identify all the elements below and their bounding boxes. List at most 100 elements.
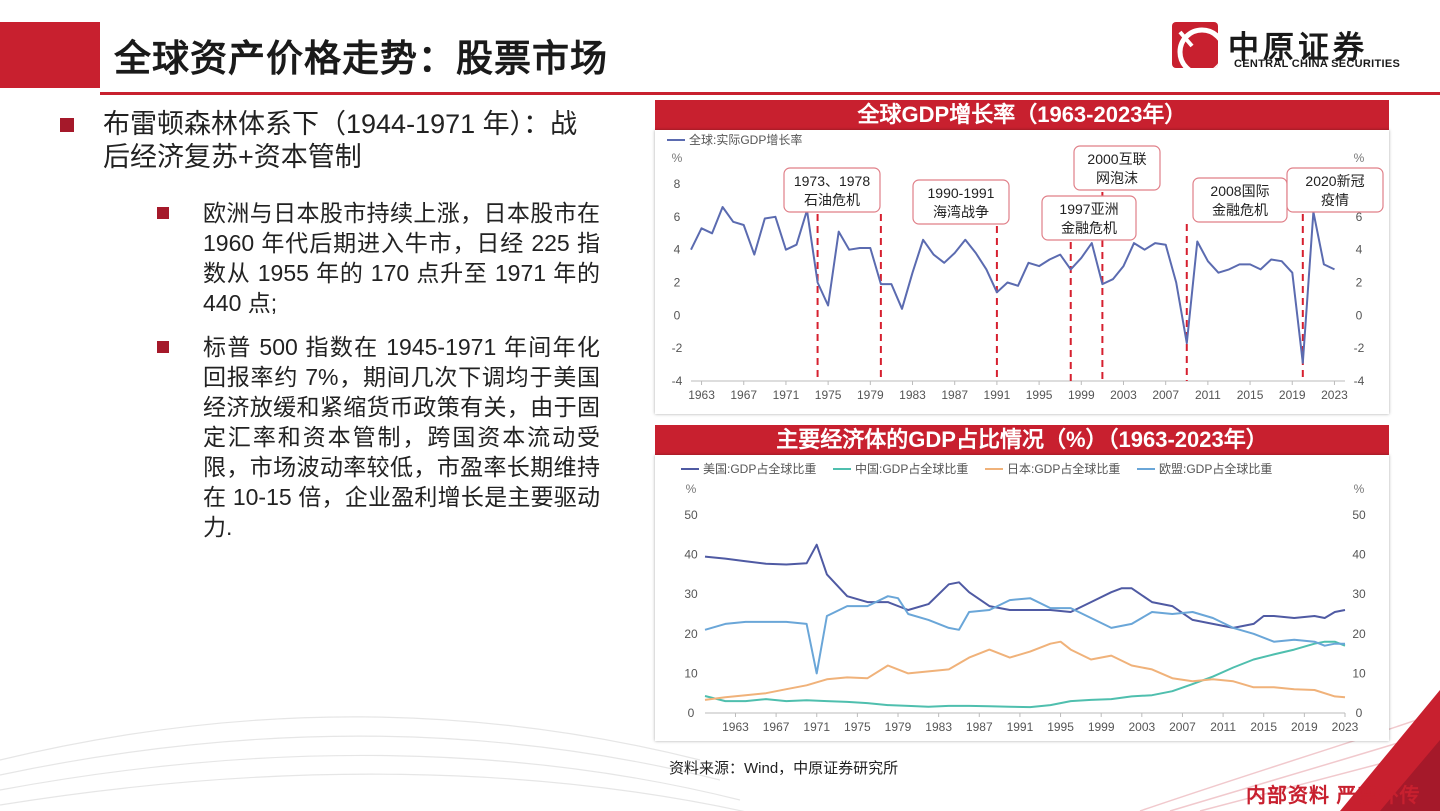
xtick-label: 2011 [1195,388,1221,402]
legend-label-2: 日本:GDP占全球比重 [1007,461,1120,476]
annotation-text: 2008国际 [1210,183,1269,199]
series-line-0 [704,543,1346,629]
ytick-left-label: 6 [674,210,681,224]
chart2-svg: 美国:GDP占全球比重 中国:GDP占全球比重 日本:GDP占全球比重 欧盟:GDP占… [681,461,1366,734]
xtick-label: 1995 [1026,388,1053,402]
bullet-square-icon [157,341,169,353]
xtick-label: 1999 [1068,388,1095,402]
bullet-main-text: 布雷顿森林体系下（1944-1971 年）：战后经济复苏+资本管制 [103,109,578,172]
ytick-left-label: 4 [674,243,681,257]
xtick-label: 1983 [925,720,952,734]
ytick-left-label: 0 [674,308,681,322]
ytick-right-label: 0 [1356,308,1363,322]
annotation-box: 1990-1991 海湾战争 [912,179,1010,225]
bullet-sub-1: 欧洲与日本股市持续上涨，日本股市在 1960 年代后期进入牛市，日经 225 指… [157,198,600,318]
xtick-label: 2019 [1279,388,1306,402]
annotation-text: 2020新冠 [1305,173,1364,189]
logo-english-name: CENTRAL CHINA SECURITIES [1234,58,1401,70]
footer-confidential: 内部资料 严禁外传 [1246,785,1421,807]
annotation-frame [1073,145,1161,191]
xtick-label: 1967 [763,720,790,734]
ytick-right-label: 4 [1356,243,1363,257]
annotation-box: 1973、1978 石油危机 [783,167,881,213]
xtick-label: 2015 [1250,720,1277,734]
ytick-left-label: 30 [684,587,698,601]
xtick-label: 1963 [722,720,749,734]
unit-left: % [686,482,697,496]
ytick-right-label: 2 [1356,276,1363,290]
chart1-svg: 全球:实际GDP增长率%%8866442200-2-2-4-4196319671… [667,132,1384,402]
legend-label-3: 欧盟:GDP占全球比重 [1159,461,1272,476]
annotation-text: 疫情 [1321,192,1349,208]
ytick-right-label: 20 [1352,627,1366,641]
ytick-right-label: -2 [1354,341,1365,355]
xtick-label: 2003 [1128,720,1155,734]
chart1-panel: 全球:实际GDP增长率%%8866442200-2-2-4-4196319671… [655,130,1389,414]
xtick-label: 1975 [844,720,871,734]
ytick-right-label: 6 [1356,210,1363,224]
unit-right: % [1354,482,1365,496]
unit-right: % [1354,151,1365,165]
ytick-left-label: 8 [674,177,681,191]
legend-label-1: 中国:GDP占全球比重 [855,461,968,476]
ytick-left-label: -4 [672,374,683,388]
annotation-text: 1990-1991 [928,185,995,201]
annotation-frame [1041,195,1137,241]
series-line-1 [704,640,1346,709]
ytick-right-label: 40 [1352,548,1366,562]
xtick-label: 1967 [730,388,757,402]
bullet-square-icon [60,118,74,132]
xtick-label: 2023 [1321,388,1348,402]
xtick-label: 1995 [1047,720,1074,734]
annotation-frame [783,167,881,213]
xtick-label: 2015 [1237,388,1264,402]
ytick-left-label: 10 [684,666,698,680]
ytick-right-label: -4 [1354,374,1365,388]
xtick-label: 1963 [688,388,715,402]
xtick-label: 1987 [966,720,993,734]
logo-chinese-name: 中原证券 [1228,30,1368,66]
ytick-left-label: 0 [688,706,695,720]
ytick-left-label: 50 [684,508,698,522]
bullet-square-icon [157,207,169,219]
annotation-text: 海湾战争 [933,204,989,220]
chart2-panel: 美国:GDP占全球比重 中国:GDP占全球比重 日本:GDP占全球比重 欧盟:GDP占… [655,455,1389,741]
xtick-label: 1991 [1007,720,1034,734]
xtick-label: 2011 [1210,720,1236,734]
bullet-sub-1-text: 欧洲与日本股市持续上涨，日本股市在 1960 年代后期进入牛市，日经 225 指… [203,200,600,316]
ytick-left-label: 40 [684,548,698,562]
annotation-text: 1973、1978 [794,173,871,189]
legend-label-0: 美国:GDP占全球比重 [703,461,816,476]
bullet-main: 布雷顿森林体系下（1944-1971 年）：战后经济复苏+资本管制 [60,108,600,174]
xtick-label: 1971 [773,388,800,402]
ytick-right-label: 0 [1356,706,1363,720]
xtick-label: 2007 [1169,720,1196,734]
ytick-right-label: 50 [1352,508,1366,522]
xtick-label: 2003 [1110,388,1137,402]
bullet-list: 布雷顿森林体系下（1944-1971 年）：战后经济复苏+资本管制 欧洲与日本股… [60,108,600,542]
series-line-2 [704,640,1346,701]
chart2-title: 主要经济体的GDP占比情况（%）（1963-2023年） [655,425,1389,455]
legend-label-0: 全球:实际GDP增长率 [689,132,802,147]
xtick-label: 1983 [899,388,926,402]
annotation-text: 2000互联 [1087,151,1146,167]
unit-left: % [672,151,683,165]
ytick-left-label: 2 [674,276,681,290]
title-accent-block [0,22,100,88]
ytick-right-label: 10 [1352,666,1366,680]
xtick-label: 2007 [1152,388,1179,402]
xtick-label: 1991 [984,388,1011,402]
annotation-text: 1997亚洲 [1059,201,1118,217]
bullet-sub-2: 标普 500 指数在 1945-1971 年间年化回报率约 7%，期间几次下调均… [157,332,600,542]
chart1-title: 全球GDP增长率（1963-2023年） [655,100,1389,130]
annotation-text: 石油危机 [804,192,860,208]
title-underline [100,92,1440,95]
annotation-frame [1286,167,1384,213]
xtick-label: 1999 [1088,720,1115,734]
xtick-label: 1979 [857,388,884,402]
xtick-label: 1979 [885,720,912,734]
page-title: 全球资产价格走势：股票市场 [114,38,608,79]
